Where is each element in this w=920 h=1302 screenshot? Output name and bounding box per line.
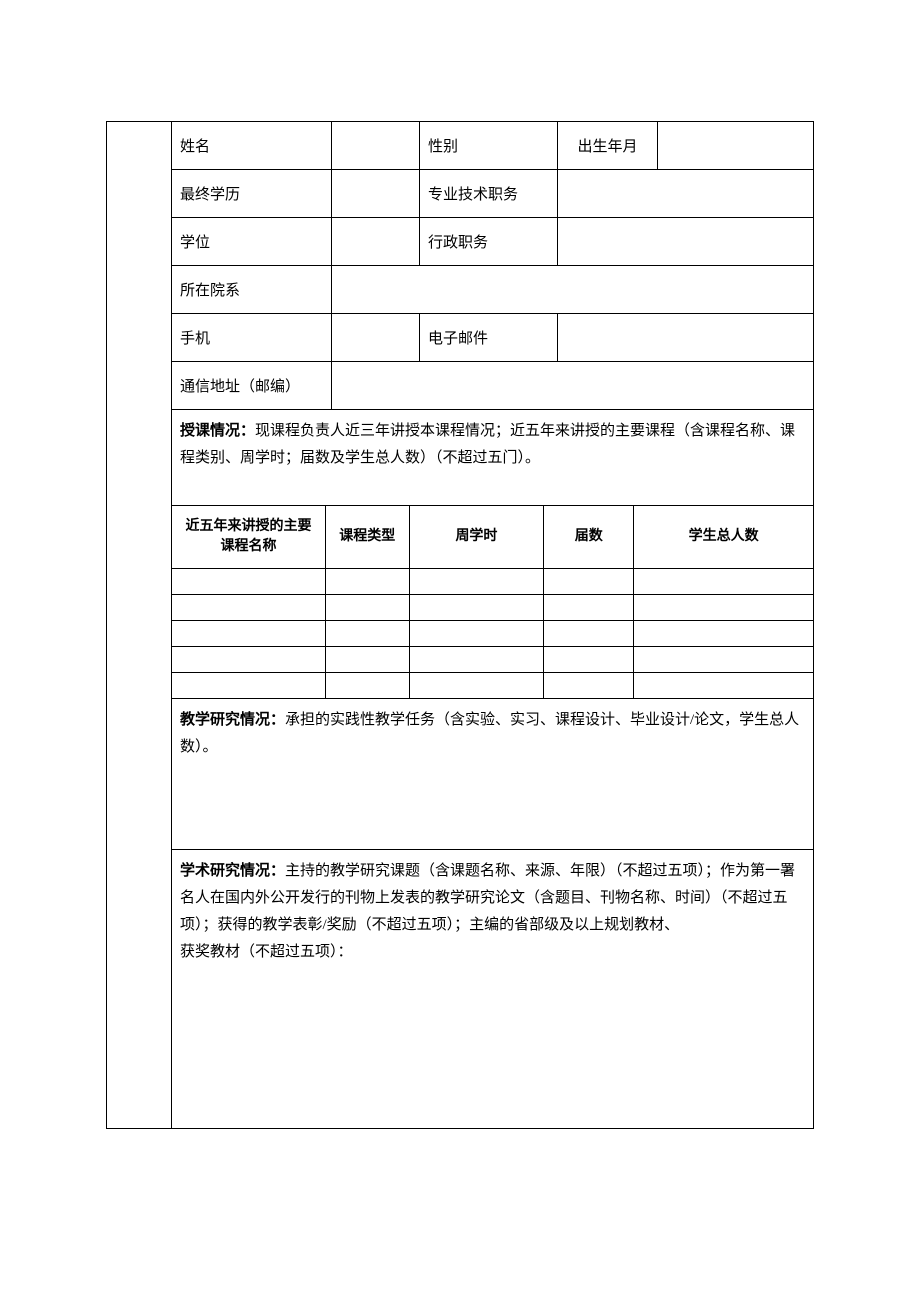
teaching-research-section: 教学研究情况：承担的实践性教学任务（含实验、实习、课程设计、毕业设计/论文，学生… xyxy=(171,699,814,849)
course-cohorts-cell xyxy=(544,595,634,621)
course-hours-cell xyxy=(409,595,544,621)
table-row xyxy=(172,647,814,673)
name-value xyxy=(332,122,420,170)
department-label: 所在院系 xyxy=(172,266,332,314)
address-label: 通信地址（邮编） xyxy=(172,362,332,410)
title-label: 专业技术职务 xyxy=(420,170,558,218)
table-row xyxy=(172,595,814,621)
course-cohorts-cell xyxy=(544,673,634,699)
table-row xyxy=(172,621,814,647)
course-type-cell xyxy=(326,595,409,621)
course-cohorts-cell xyxy=(544,569,634,595)
table-row: 姓名 性别 出生年月 xyxy=(172,122,814,170)
lecture-text: 现课程负责人近三年讲授本课程情况；近五年来讲授的主要课程（含课程名称、课程类别、… xyxy=(180,423,795,466)
course-students-cell xyxy=(634,647,814,673)
gender-label: 性别 xyxy=(420,122,558,170)
email-value xyxy=(558,314,814,362)
personal-info-table: 姓名 性别 出生年月 最终学历 专业技术职务 学位 xyxy=(171,121,814,410)
academic-research-section: 学术研究情况：主持的教学研究课题（含课题名称、来源、年限）（不超过五项）；作为第… xyxy=(171,849,814,1129)
department-value xyxy=(332,266,814,314)
birth-label: 出生年月 xyxy=(558,122,658,170)
course-table: 近五年来讲授的主要课程名称 课程类型 周学时 届数 学生总人数 xyxy=(171,505,814,699)
course-students-cell xyxy=(634,569,814,595)
course-type-cell xyxy=(326,621,409,647)
course-name-cell xyxy=(172,569,326,595)
table-row: 学位 行政职务 xyxy=(172,218,814,266)
left-strip xyxy=(106,121,171,1129)
col-course-name-text: 近五年来讲授的主要课程名称 xyxy=(186,519,312,554)
research-text-2: 获奖教材（不超过五项）： xyxy=(180,944,353,960)
email-label: 电子邮件 xyxy=(420,314,558,362)
content-column: 姓名 性别 出生年月 最终学历 专业技术职务 学位 xyxy=(171,121,814,1129)
admin-value xyxy=(558,218,814,266)
lecture-section: 授课情况：现课程负责人近三年讲授本课程情况；近五年来讲授的主要课程（含课程名称、… xyxy=(171,410,814,505)
course-name-cell xyxy=(172,647,326,673)
col-course-name: 近五年来讲授的主要课程名称 xyxy=(172,506,326,569)
course-type-cell xyxy=(326,673,409,699)
course-hours-cell xyxy=(409,621,544,647)
course-cohorts-cell xyxy=(544,647,634,673)
course-type-cell xyxy=(326,647,409,673)
education-value xyxy=(332,170,420,218)
education-label: 最终学历 xyxy=(172,170,332,218)
name-label: 姓名 xyxy=(172,122,332,170)
table-row: 手机 电子邮件 xyxy=(172,314,814,362)
course-name-cell xyxy=(172,595,326,621)
admin-label: 行政职务 xyxy=(420,218,558,266)
research-bold-label: 学术研究情况： xyxy=(180,863,285,879)
address-value xyxy=(332,362,814,410)
course-name-cell xyxy=(172,673,326,699)
degree-label: 学位 xyxy=(172,218,332,266)
table-row: 所在院系 xyxy=(172,266,814,314)
course-cohorts-cell xyxy=(544,621,634,647)
course-students-cell xyxy=(634,621,814,647)
course-name-cell xyxy=(172,621,326,647)
course-hours-cell xyxy=(409,647,544,673)
teaching-bold-label: 教学研究情况： xyxy=(180,712,285,728)
table-row: 最终学历 专业技术职务 xyxy=(172,170,814,218)
table-row xyxy=(172,569,814,595)
title-value xyxy=(558,170,814,218)
main-grid: 姓名 性别 出生年月 最终学历 专业技术职务 学位 xyxy=(106,121,814,1129)
phone-label: 手机 xyxy=(172,314,332,362)
table-row xyxy=(172,673,814,699)
degree-value xyxy=(332,218,420,266)
col-cohorts: 届数 xyxy=(544,506,634,569)
phone-value xyxy=(332,314,420,362)
col-course-type: 课程类型 xyxy=(326,506,409,569)
col-total-students: 学生总人数 xyxy=(634,506,814,569)
page: 姓名 性别 出生年月 最终学历 专业技术职务 学位 xyxy=(0,0,920,1302)
form-container: 姓名 性别 出生年月 最终学历 专业技术职务 学位 xyxy=(106,121,814,1129)
course-students-cell xyxy=(634,673,814,699)
course-hours-cell xyxy=(409,673,544,699)
course-header-row: 近五年来讲授的主要课程名称 课程类型 周学时 届数 学生总人数 xyxy=(172,506,814,569)
course-type-cell xyxy=(326,569,409,595)
birth-or-gender-value xyxy=(658,122,814,170)
table-row: 通信地址（邮编） xyxy=(172,362,814,410)
lecture-bold-label: 授课情况： xyxy=(180,423,255,439)
course-students-cell xyxy=(634,595,814,621)
col-weekly-hours: 周学时 xyxy=(409,506,544,569)
course-hours-cell xyxy=(409,569,544,595)
